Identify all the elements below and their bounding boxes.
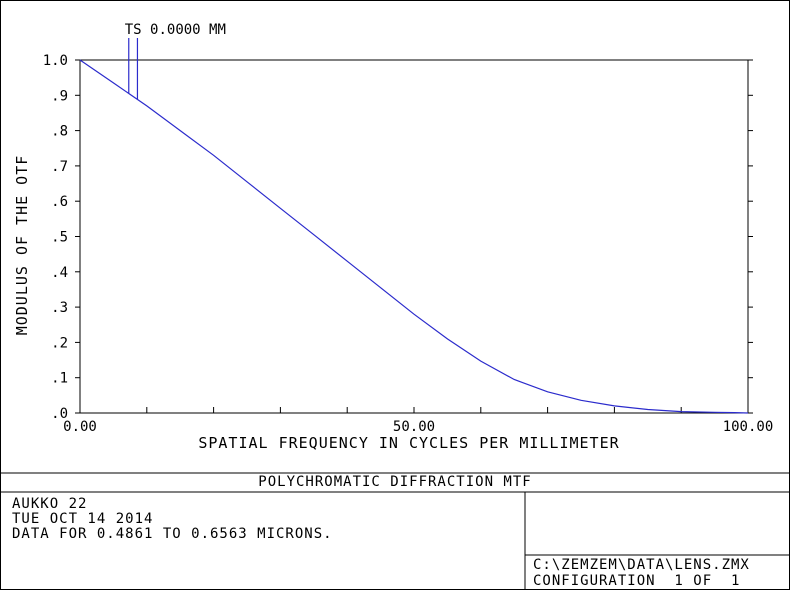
y-tick-label: .6 (51, 194, 68, 210)
info-line-wavelengths: DATA FOR 0.4861 TO 0.6563 MICRONS. (12, 526, 333, 542)
y-tick-label: 1.0 (43, 53, 68, 69)
y-axis-label: MODULUS OF THE OTF (13, 155, 31, 336)
field-annotation-label: TS 0.0000 MM (125, 22, 226, 38)
x-tick-label: 50.00 (393, 419, 435, 435)
plot-area: .0 .1 .2 .3 .4 .5 .6 .7 .8 .9 1.0 0.00 50.00 100.00 TS… (43, 22, 774, 435)
y-tick-label: .1 (51, 371, 68, 387)
plot-border (79, 59, 749, 414)
x-tick-label: 0.00 (63, 419, 97, 435)
y-tick-label: .4 (51, 265, 68, 281)
info-line-lens: AUKKO 22 (12, 496, 88, 512)
y-tick-label: .0 (51, 406, 68, 422)
x-tick-label: 100.00 (723, 419, 774, 435)
y-tick-label: .9 (51, 88, 68, 104)
y-tick-label: .8 (51, 124, 68, 140)
mtf-curve (79, 59, 749, 414)
info-line-date: TUE OCT 14 2014 (12, 511, 154, 527)
footer-title: POLYCHROMATIC DIFFRACTION MTF (258, 474, 532, 490)
y-tick-label: .2 (51, 335, 68, 351)
file-path: C:\ZEMZEM\DATA\LENS.ZMX (533, 557, 750, 573)
y-tick-label: .3 (51, 300, 68, 316)
y-tick-label: .7 (51, 159, 68, 175)
x-axis-label: SPATIAL FREQUENCY IN CYCLES PER MILLIMET… (198, 434, 619, 452)
footer-info: AUKKO 22 TUE OCT 14 2014 DATA FOR 0.4861… (12, 497, 333, 542)
y-tick-label: .5 (51, 230, 68, 246)
configuration-label: CONFIGURATION 1 OF 1 (533, 573, 741, 589)
